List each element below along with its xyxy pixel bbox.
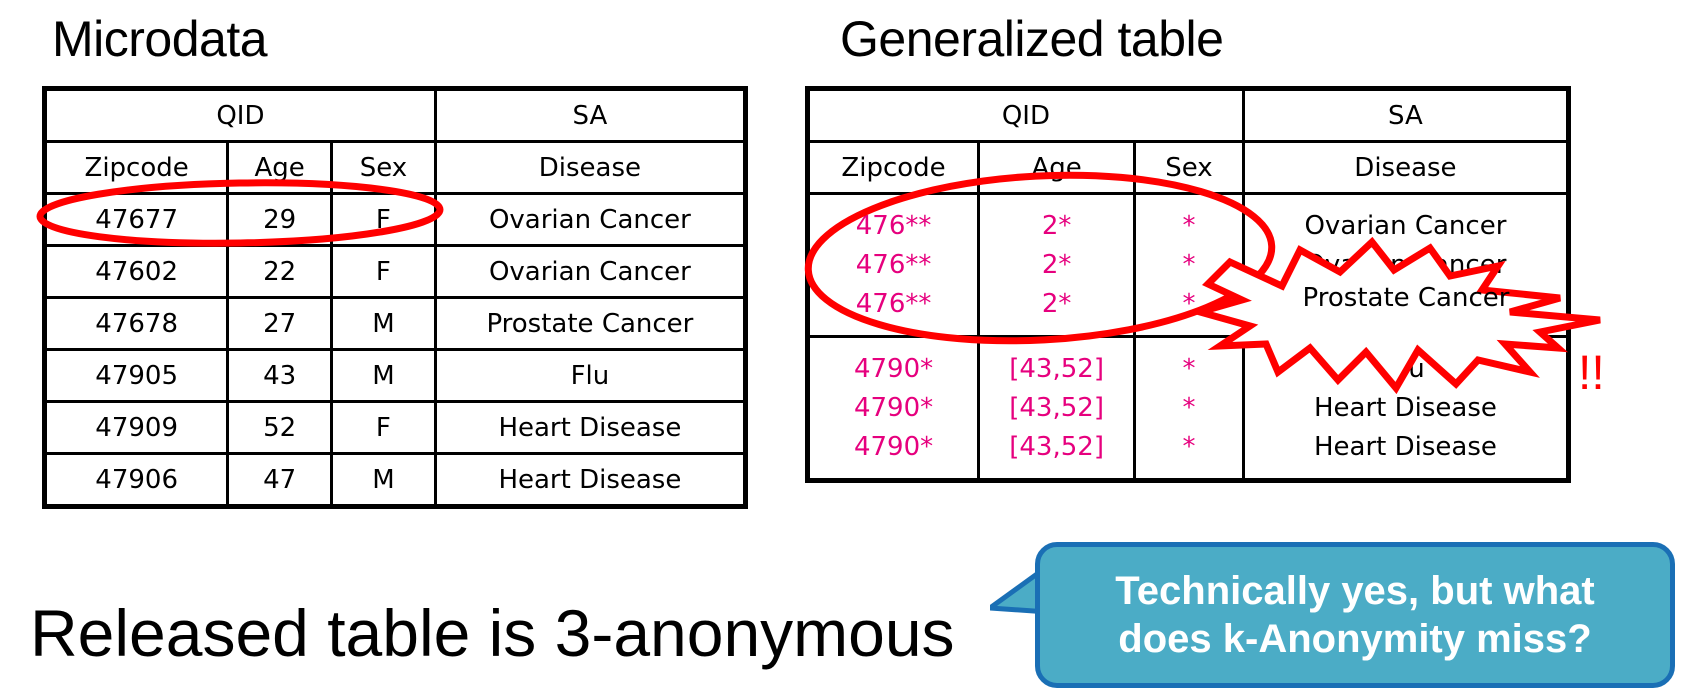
disease-cell: Flu bbox=[1386, 353, 1425, 384]
column-header-sex: Sex bbox=[1133, 140, 1245, 195]
table-row: 47905 43 M Flu bbox=[42, 348, 748, 403]
microdata-title: Microdata bbox=[52, 11, 268, 67]
table-row: 47906 47 M Heart Disease bbox=[42, 452, 748, 508]
statement-text: Released table is 3-anonymous bbox=[30, 596, 955, 670]
column-header-zipcode: Zipcode bbox=[805, 140, 981, 195]
zipcode-group: 4790* 4790* 4790* bbox=[805, 335, 981, 482]
zipcode-cell: 47909 bbox=[42, 400, 230, 455]
disease-cell: Prostate Cancer bbox=[433, 296, 748, 351]
disease-cell: Flu bbox=[433, 348, 748, 403]
age-cell: 27 bbox=[226, 296, 334, 351]
sa-header: SA bbox=[1241, 87, 1571, 143]
disease-cell: Heart Disease bbox=[433, 452, 748, 508]
exclamation-mark: !! bbox=[1578, 347, 1605, 400]
column-header-disease: Disease bbox=[433, 140, 748, 195]
sa-header: SA bbox=[433, 87, 748, 143]
sex-group: * * * bbox=[1133, 192, 1245, 338]
disease-cell: Heart Disease bbox=[1313, 392, 1497, 423]
callout-line-1: Technically yes, but what bbox=[1115, 569, 1595, 613]
column-header-sex: Sex bbox=[330, 140, 437, 195]
sex-group: * * * bbox=[1133, 335, 1245, 482]
age-cell: [43,52] bbox=[1009, 392, 1104, 423]
age-cell: 47 bbox=[226, 452, 334, 508]
callout-line-2: does k-Anonymity miss? bbox=[1118, 617, 1592, 661]
sex-cell: * bbox=[1182, 431, 1196, 462]
disease-cell: Ovarian Cancer bbox=[1304, 210, 1507, 241]
zipcode-cell: 476** bbox=[855, 288, 932, 319]
age-cell: 22 bbox=[226, 244, 334, 299]
disease-group: Flu Heart Disease Heart Disease bbox=[1241, 335, 1571, 482]
zipcode-cell: 47905 bbox=[42, 348, 230, 403]
age-cell: [43,52] bbox=[1009, 353, 1104, 384]
column-header-age: Age bbox=[226, 140, 334, 195]
zipcode-cell: 47678 bbox=[42, 296, 230, 351]
table-row: 47677 29 F Ovarian Cancer bbox=[42, 192, 748, 247]
age-cell: [43,52] bbox=[1009, 431, 1104, 462]
disease-cell: Heart Disease bbox=[433, 400, 748, 455]
sex-cell: F bbox=[330, 400, 437, 455]
zipcode-group: 476** 476** 476** bbox=[805, 192, 981, 338]
age-cell: 2* bbox=[1041, 288, 1072, 319]
table-row: 47909 52 F Heart Disease bbox=[42, 400, 748, 455]
sex-cell: M bbox=[330, 348, 437, 403]
age-group: [43,52] [43,52] [43,52] bbox=[977, 335, 1137, 482]
equivalence-class-2: 4790* 4790* 4790* [43,52] [43,52] [43,52… bbox=[805, 335, 1571, 482]
sex-cell: M bbox=[330, 452, 437, 508]
sex-cell: * bbox=[1182, 249, 1196, 280]
column-header-disease: Disease bbox=[1241, 140, 1571, 195]
disease-cell: Ovarian Cancer bbox=[433, 244, 748, 299]
sex-cell: * bbox=[1182, 392, 1196, 423]
disease-cell: Heart Disease bbox=[1313, 431, 1497, 462]
sex-cell: * bbox=[1182, 288, 1196, 319]
zipcode-cell: 476** bbox=[855, 249, 932, 280]
age-group: 2* 2* 2* bbox=[977, 192, 1137, 338]
sex-cell: * bbox=[1182, 210, 1196, 241]
age-cell: 2* bbox=[1041, 249, 1072, 280]
zipcode-cell: 4790* bbox=[853, 392, 934, 423]
zipcode-cell: 4790* bbox=[853, 431, 934, 462]
zipcode-cell: 4790* bbox=[853, 353, 934, 384]
age-cell: 2* bbox=[1041, 210, 1072, 241]
disease-cell: Ovarian Cancer bbox=[433, 192, 748, 247]
sex-cell: F bbox=[330, 192, 437, 247]
zipcode-cell: 47602 bbox=[42, 244, 230, 299]
sex-cell: M bbox=[330, 296, 437, 351]
table-row: 47602 22 F Ovarian Cancer bbox=[42, 244, 748, 299]
burst-disease-label: Prostate Cancer bbox=[1302, 283, 1510, 313]
sex-cell: F bbox=[330, 244, 437, 299]
zipcode-cell: 47677 bbox=[42, 192, 230, 247]
column-header-zipcode: Zipcode bbox=[42, 140, 230, 195]
zipcode-cell: 476** bbox=[855, 210, 932, 241]
zipcode-cell: 47906 bbox=[42, 452, 230, 508]
table-row: 47678 27 M Prostate Cancer bbox=[42, 296, 748, 351]
callout-bubble: Technically yes, but what does k-Anonymi… bbox=[1035, 542, 1675, 688]
disease-cell: Ovarian Cancer bbox=[1304, 249, 1507, 280]
age-cell: 43 bbox=[226, 348, 334, 403]
qid-header: QID bbox=[806, 87, 1245, 143]
equivalence-class-1: 476** 476** 476** 2* 2* 2* * * * Ovarian… bbox=[805, 192, 1571, 338]
age-cell: 29 bbox=[226, 192, 334, 247]
column-header-age: Age bbox=[977, 140, 1137, 195]
age-cell: 52 bbox=[226, 400, 334, 455]
generalized-table-title: Generalized table bbox=[840, 11, 1224, 67]
microdata-table: QID SA Zipcode Age Sex Disease 47677 29 … bbox=[42, 86, 748, 509]
qid-header: QID bbox=[43, 87, 437, 143]
sex-cell: * bbox=[1182, 353, 1196, 384]
disease-group: Ovarian Cancer Ovarian Cancer Prostate C… bbox=[1241, 192, 1571, 338]
